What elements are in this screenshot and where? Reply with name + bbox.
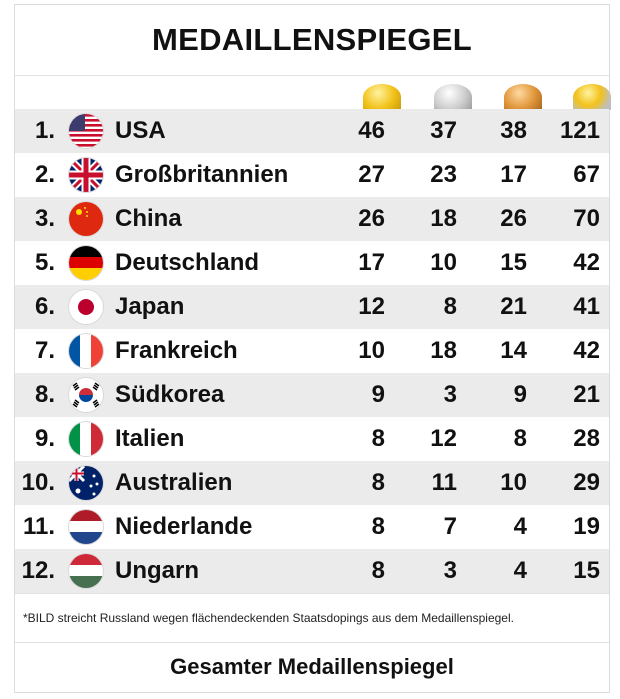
gold-count: 10 bbox=[358, 337, 385, 364]
total-count: 41 bbox=[573, 293, 600, 320]
rank: 2. bbox=[34, 161, 55, 188]
china-flag-icon bbox=[69, 202, 103, 236]
bronze-count: 9 bbox=[513, 381, 527, 408]
silver-count: 10 bbox=[430, 249, 457, 276]
table-row: 11. Niederlande 8 7 4 19 bbox=[15, 505, 609, 549]
france-flag-icon bbox=[69, 334, 103, 368]
germany-flag-icon bbox=[69, 246, 103, 280]
rank: 11. bbox=[22, 513, 55, 540]
hungary-flag-icon bbox=[69, 554, 103, 588]
full-medal-table-link[interactable]: Gesamter Medaillenspiegel bbox=[170, 654, 454, 679]
country-name: Frankreich bbox=[115, 337, 238, 364]
bronze-count: 21 bbox=[500, 293, 527, 320]
table-row: 1. USA 46 37 38 121 bbox=[15, 109, 609, 153]
uk-flag-icon bbox=[69, 158, 103, 192]
total-count: 70 bbox=[573, 205, 600, 232]
table-row: 5. Deutschland 17 10 15 42 bbox=[15, 241, 609, 285]
table-row: 9. Italien 8 12 8 28 bbox=[15, 417, 609, 461]
rank: 10. bbox=[21, 469, 55, 496]
bronze-count: 38 bbox=[500, 117, 527, 144]
country-name: Ungarn bbox=[115, 557, 199, 584]
gold-count: 12 bbox=[358, 293, 385, 320]
bronze-count: 4 bbox=[513, 557, 527, 584]
country-name: Deutschland bbox=[115, 249, 260, 276]
silver-count: 18 bbox=[430, 205, 457, 232]
gold-count: 17 bbox=[358, 249, 385, 276]
silver-count: 18 bbox=[430, 337, 457, 364]
rank: 1. bbox=[34, 117, 55, 144]
table-row: 6. Japan 12 8 21 41 bbox=[15, 285, 609, 329]
country-name: Niederlande bbox=[115, 513, 253, 540]
gold-count: 27 bbox=[358, 161, 385, 188]
netherlands-flag-icon bbox=[69, 510, 103, 544]
bronze-count: 17 bbox=[500, 161, 527, 188]
bronze-medal-icon bbox=[504, 84, 542, 110]
total-count: 29 bbox=[573, 469, 600, 496]
country-name: USA bbox=[115, 117, 166, 144]
gold-count: 8 bbox=[371, 425, 385, 452]
total-count: 19 bbox=[573, 513, 600, 540]
bronze-count: 10 bbox=[500, 469, 527, 496]
silver-medal-icon bbox=[434, 84, 472, 110]
country-name: Großbritannien bbox=[115, 161, 289, 188]
silver-count: 11 bbox=[431, 469, 457, 496]
total-count: 28 bbox=[573, 425, 600, 452]
table-row: 3. China 26 18 26 70 bbox=[15, 197, 609, 241]
country-name: Südkorea bbox=[115, 381, 225, 408]
table-row: 2. Großbritannien 27 23 17 67 bbox=[15, 153, 609, 197]
gold-count: 8 bbox=[371, 469, 385, 496]
silver-count: 23 bbox=[430, 161, 457, 188]
silver-count: 7 bbox=[443, 513, 457, 540]
country-name: China bbox=[115, 205, 182, 232]
rank: 3. bbox=[34, 205, 55, 232]
country-name: Japan bbox=[115, 293, 185, 320]
rank: 9. bbox=[34, 425, 55, 452]
silver-count: 3 bbox=[443, 557, 457, 584]
total-count: 42 bbox=[573, 249, 600, 276]
table-row: 7. Frankreich 10 18 14 42 bbox=[15, 329, 609, 373]
rank: 6. bbox=[34, 293, 55, 320]
total-count: 21 bbox=[573, 381, 600, 408]
total-count: 42 bbox=[573, 337, 600, 364]
bronze-count: 15 bbox=[500, 249, 527, 276]
table-row: 8. Südkorea 9 3 9 21 bbox=[15, 373, 609, 417]
silver-count: 37 bbox=[430, 117, 457, 144]
rank: 7. bbox=[34, 337, 55, 364]
country-name: Australien bbox=[115, 469, 233, 496]
total-medals-icon bbox=[573, 84, 611, 110]
medal-table: 1. USA 46 37 38 121 2. Großbritannien 27 23 17 67 3.… bbox=[15, 109, 609, 593]
gold-count: 46 bbox=[358, 117, 385, 144]
gold-count: 8 bbox=[371, 557, 385, 584]
gold-count: 9 bbox=[371, 381, 385, 408]
total-count: 121 bbox=[559, 117, 600, 144]
total-count: 15 bbox=[573, 557, 600, 584]
footnote: *BILD streicht Russland wegen flächendec… bbox=[15, 593, 609, 643]
medal-table-card: MEDAILLENSPIEGEL 1. USA 46 37 38 121 2. Großbri… bbox=[14, 4, 611, 693]
table-row: 12. Ungarn 8 3 4 15 bbox=[15, 549, 609, 593]
silver-count: 12 bbox=[430, 425, 457, 452]
bronze-count: 4 bbox=[513, 513, 527, 540]
bronze-count: 8 bbox=[513, 425, 527, 452]
gold-medal-icon bbox=[363, 84, 401, 110]
gold-count: 8 bbox=[371, 513, 385, 540]
bronze-count: 26 bbox=[500, 205, 527, 232]
rank: 12. bbox=[21, 557, 55, 584]
usa-flag-icon bbox=[69, 114, 103, 148]
japan-flag-icon bbox=[69, 290, 103, 324]
rank: 5. bbox=[34, 249, 55, 276]
medal-column-header bbox=[15, 76, 611, 110]
rank: 8. bbox=[34, 381, 55, 408]
silver-count: 3 bbox=[443, 381, 457, 408]
total-count: 67 bbox=[573, 161, 600, 188]
italy-flag-icon bbox=[69, 422, 103, 456]
gold-count: 26 bbox=[358, 205, 385, 232]
australia-flag-icon bbox=[69, 466, 103, 500]
south-korea-flag-icon bbox=[69, 378, 103, 412]
silver-count: 8 bbox=[443, 293, 457, 320]
country-name: Italien bbox=[115, 425, 185, 452]
table-row: 10. Australien 8 11 10 29 bbox=[15, 461, 609, 505]
page-title: MEDAILLENSPIEGEL bbox=[15, 5, 609, 76]
bronze-count: 14 bbox=[500, 337, 527, 364]
